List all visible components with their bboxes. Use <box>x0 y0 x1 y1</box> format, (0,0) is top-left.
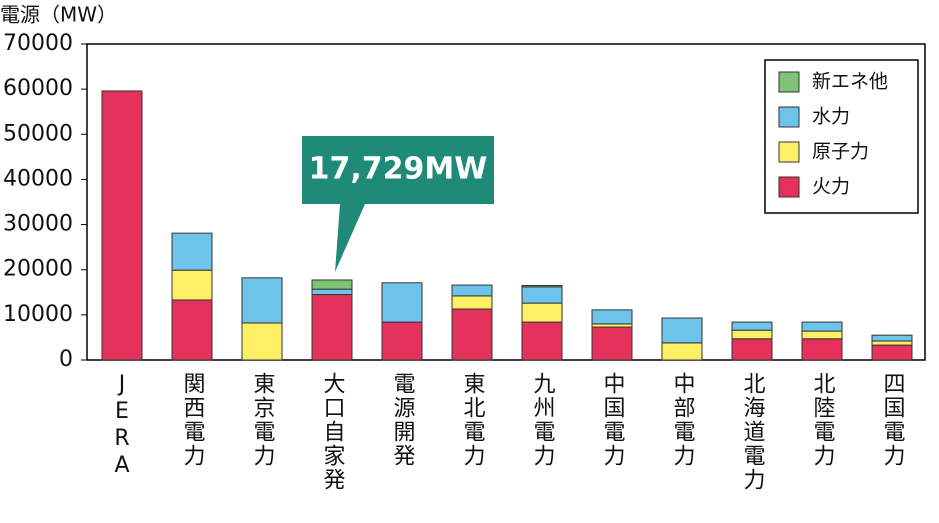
plot-frame <box>86 43 926 361</box>
bar-segment <box>801 330 843 340</box>
bar-segment <box>171 299 213 361</box>
legend-swatch <box>778 176 800 198</box>
bar-segment <box>521 285 563 288</box>
bar-segment <box>311 279 353 290</box>
y-tick-label: 40000 <box>3 166 73 191</box>
bar-segment <box>801 321 843 332</box>
y-tick-label: 10000 <box>3 302 73 327</box>
bar-segment <box>801 338 843 361</box>
x-tick-label: 東北電力 <box>460 372 486 468</box>
x-tick-label: 東京電力 <box>250 372 276 468</box>
bar-segment <box>591 326 633 361</box>
legend-label: 原子力 <box>812 141 869 163</box>
x-tick-label: 関西電力 <box>180 372 205 468</box>
bar-segment <box>731 321 773 331</box>
bar-segment <box>871 334 913 342</box>
x-tick-label: 中部電力 <box>670 372 695 468</box>
legend-swatch <box>778 141 800 163</box>
legend-swatch <box>778 106 800 128</box>
annotation: 17,729MW <box>309 152 488 187</box>
bar-segment <box>381 321 423 361</box>
bar-segment <box>591 309 633 325</box>
bar-segment <box>731 338 773 361</box>
x-tick-label: 中国電力 <box>600 372 625 468</box>
bar-segment <box>171 269 213 301</box>
x-tick-label: 四国電力 <box>880 372 905 468</box>
legend-label: 火力 <box>812 176 850 198</box>
bar-segment <box>661 317 703 344</box>
x-tick-label: 北陸電力 <box>810 372 836 468</box>
x-tick-label: 九州電力 <box>530 372 556 468</box>
x-tick-label: 電源開発 <box>390 372 416 468</box>
bar-segment <box>871 340 913 346</box>
x-tick-label: JERA <box>110 372 135 480</box>
y-tick-label: 50000 <box>3 121 73 146</box>
callout-box <box>302 136 494 272</box>
y-tick-label: 30000 <box>3 212 73 237</box>
bar-segment <box>311 288 353 296</box>
bar-segment <box>241 322 283 361</box>
bar-segment <box>521 302 563 323</box>
bar-segment <box>661 342 703 361</box>
bar-segment <box>451 295 493 310</box>
bar-segment <box>241 277 283 324</box>
bar-segment <box>521 321 563 361</box>
legend-label: 水力 <box>812 106 850 128</box>
bar-segment <box>871 344 913 361</box>
legend-swatch <box>778 71 800 93</box>
x-tick-label: 大口自家発 <box>320 372 346 492</box>
legend-label: 新エネ他 <box>812 71 888 93</box>
bar-segment <box>171 232 213 271</box>
bar-segment <box>731 329 773 340</box>
bar-segment <box>311 294 353 361</box>
y-tick-label: 20000 <box>3 257 73 282</box>
x-tick-label: 北海道電力 <box>740 372 766 492</box>
bar-segment <box>381 282 423 323</box>
y-axis-label: 電源（MW） <box>0 3 117 27</box>
bar-segment <box>101 90 143 361</box>
bar-segment <box>521 286 563 304</box>
bar-segment <box>451 308 493 361</box>
bar-segment <box>451 284 493 297</box>
y-tick-label: 60000 <box>3 76 73 101</box>
y-tick-label: 70000 <box>3 31 73 56</box>
y-tick-label: 0 <box>59 347 73 372</box>
